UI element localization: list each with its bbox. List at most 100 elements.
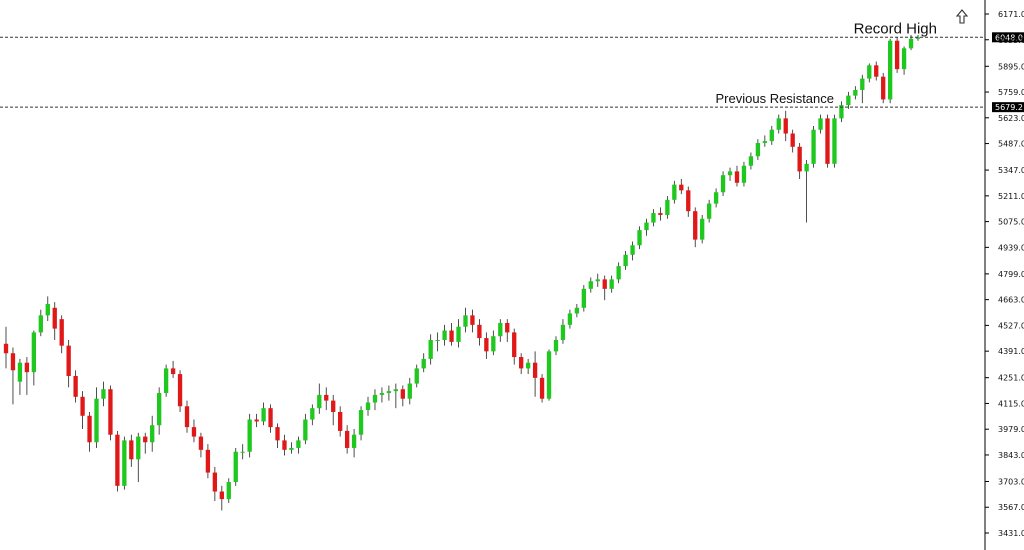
candle xyxy=(755,139,761,161)
candle-body xyxy=(254,419,259,422)
candle-body xyxy=(783,118,788,134)
candle-body xyxy=(700,218,705,240)
candle-body xyxy=(581,288,586,308)
candle xyxy=(491,330,496,356)
y-tick-label: 4391.0 xyxy=(998,347,1024,356)
candle xyxy=(87,411,92,452)
candle xyxy=(825,114,830,168)
candle-body xyxy=(574,307,580,314)
candle-body xyxy=(400,389,405,399)
candle xyxy=(324,387,329,411)
candle xyxy=(706,199,712,223)
y-tick-label: 3431.0 xyxy=(998,529,1024,538)
candle xyxy=(811,125,816,168)
candle-body xyxy=(17,362,23,382)
candle-body xyxy=(184,406,190,428)
candle xyxy=(456,319,461,348)
candle xyxy=(477,319,482,346)
candle-body xyxy=(275,427,280,441)
candle xyxy=(212,466,218,501)
candle xyxy=(720,171,726,197)
y-tick-label: 5347.0 xyxy=(998,166,1024,175)
levels-layer: Record High 6048.0 Previous Resistance 5679… xyxy=(0,20,1024,113)
y-tick-label: 6035.0 xyxy=(998,36,1024,45)
candle xyxy=(331,394,336,426)
candle xyxy=(595,273,600,287)
candle-body xyxy=(651,213,656,223)
candle-body xyxy=(261,408,266,422)
candle-body xyxy=(233,451,238,483)
candle xyxy=(665,196,670,219)
candle-body xyxy=(191,427,197,437)
candle xyxy=(609,275,614,293)
candle-body xyxy=(894,40,900,70)
candle-body xyxy=(177,374,183,407)
candle xyxy=(901,46,907,75)
candle-body xyxy=(24,362,30,373)
candle xyxy=(846,91,851,109)
candle xyxy=(94,387,99,448)
candle-body xyxy=(289,447,294,450)
candle-body xyxy=(839,105,844,119)
candle-body xyxy=(198,436,204,450)
candle-body xyxy=(344,430,350,448)
candle xyxy=(59,315,64,354)
candle-body xyxy=(421,358,426,369)
candle xyxy=(31,330,37,386)
candle xyxy=(52,302,57,340)
candle-body xyxy=(477,324,482,339)
candle-body xyxy=(484,338,489,352)
candle-body xyxy=(282,440,287,450)
candle xyxy=(428,334,433,365)
candle-body xyxy=(644,222,649,231)
candle-body xyxy=(470,315,475,325)
candle-body xyxy=(463,315,468,327)
candle xyxy=(686,186,691,217)
candle-body xyxy=(776,118,781,130)
candle-body xyxy=(365,402,371,411)
candle xyxy=(839,101,844,123)
y-tick-label: 4799.0 xyxy=(998,270,1024,279)
candle-body xyxy=(853,89,858,96)
up-arrow-icon[interactable] xyxy=(955,9,969,24)
candle xyxy=(588,277,593,293)
candle xyxy=(282,434,287,456)
candle xyxy=(769,125,774,145)
candle-body xyxy=(713,192,719,204)
y-tick-label: 3703.0 xyxy=(998,477,1024,486)
candle xyxy=(734,165,740,187)
candle xyxy=(797,142,802,179)
y-tick-label: 3843.0 xyxy=(998,451,1024,460)
candle xyxy=(108,385,113,441)
candle xyxy=(644,218,649,236)
candle xyxy=(762,135,767,147)
candle xyxy=(867,63,872,83)
candle xyxy=(317,383,322,414)
candle-body xyxy=(157,393,162,426)
candle xyxy=(122,436,127,490)
candle xyxy=(170,360,176,378)
candle-body xyxy=(351,434,357,448)
candle xyxy=(915,35,921,41)
candle xyxy=(853,86,858,100)
candle xyxy=(344,425,350,454)
candle xyxy=(804,160,809,223)
candle-body xyxy=(212,472,218,492)
candle xyxy=(163,364,169,397)
candle xyxy=(574,303,580,318)
candle-body xyxy=(136,436,141,460)
candle xyxy=(358,406,364,441)
candle-body xyxy=(379,393,385,395)
candle-body xyxy=(108,389,113,435)
candle xyxy=(254,413,259,428)
candle xyxy=(177,370,183,412)
candle-body xyxy=(150,425,155,443)
candle-body xyxy=(247,419,252,452)
y-tick-label: 4251.0 xyxy=(998,374,1024,383)
candle xyxy=(881,72,886,104)
candle-body xyxy=(303,419,308,441)
candle xyxy=(449,322,454,346)
y-tick-label: 5759.0 xyxy=(998,88,1024,97)
candles-layer xyxy=(3,35,921,511)
